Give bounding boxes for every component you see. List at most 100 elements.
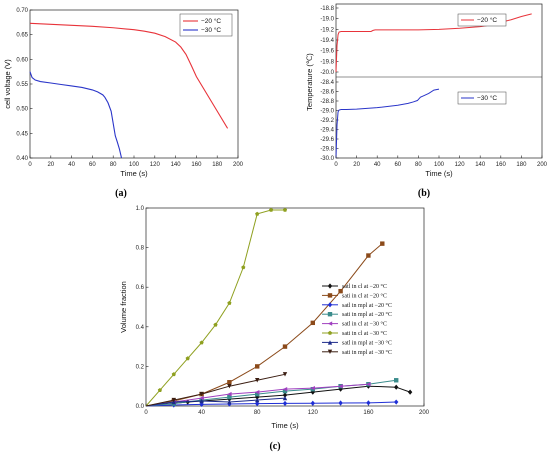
x-tick-label: 0 (28, 162, 32, 168)
series-line-6 (145, 397, 286, 407)
y-tick-label: -29.6 (320, 137, 334, 143)
legend-box (457, 13, 507, 27)
legend-marker (327, 349, 333, 354)
data-point (366, 253, 371, 258)
y-axis-label: Volume fraction (119, 281, 128, 333)
data-point (227, 300, 232, 305)
data-point (227, 384, 232, 389)
legend-marker (327, 312, 333, 317)
x-tick-label: 80 (254, 410, 261, 416)
data-point (199, 340, 204, 345)
y-tick-label: -19.6 (320, 49, 334, 55)
x-tick-label: 80 (110, 162, 117, 168)
chart-b: -18.8 -19.0 -19.2 -19.4 -19.6 -19.8 -20.0 −20 °… (305, 3, 548, 199)
x-tick-label: 120 (150, 162, 161, 168)
y-tick-label: 0.50 (16, 107, 28, 113)
data-point (213, 322, 218, 327)
y-tick-label: -29.8 (320, 147, 334, 153)
data-point (255, 211, 260, 216)
y-tick-label: 0.55 (16, 82, 28, 88)
data-point (310, 400, 315, 406)
y-tick-label: -20.0 (320, 70, 334, 76)
legend-label: −30 °C (477, 94, 497, 102)
data-point (338, 384, 343, 389)
x-tick-label: 180 (516, 162, 527, 168)
data-point (380, 241, 385, 246)
series-5 (145, 207, 288, 407)
data-point (394, 378, 399, 383)
data-point (171, 372, 176, 377)
data-point (255, 378, 260, 383)
x-tick-label: 200 (233, 162, 244, 168)
data-point (282, 395, 288, 401)
data-point (227, 399, 232, 405)
legend-label: sati in mpl at −20 °C (342, 311, 392, 318)
legend-label: satl in cl at −30 °C (342, 321, 387, 328)
y-tick-label: -29.0 (320, 109, 334, 115)
legend-marker (327, 340, 333, 345)
legend-label: sati in cl at −30 °C (342, 330, 387, 337)
data-point (157, 387, 162, 392)
data-point (255, 401, 260, 407)
y-tick-label: -30.0 (320, 156, 334, 162)
data-point (255, 391, 260, 397)
legend-label: sati in mpl at −30 °C (342, 349, 392, 356)
y-tick-label: -29.2 (320, 118, 334, 124)
data-point (338, 288, 343, 294)
data-point (282, 344, 288, 349)
data-point (282, 372, 288, 377)
data-point (269, 207, 274, 212)
data-point (394, 399, 399, 405)
chart-c: 0 40 80 120 160 200 0.0 0.2 0.4 0.6 0.8 1.0 satl in … (119, 206, 430, 452)
x-tick-label: 40 (68, 162, 75, 168)
data-point (241, 265, 246, 270)
x-tick-label: 160 (363, 410, 374, 416)
x-tick-label: 60 (89, 162, 96, 168)
legend-label: satl in mpl at −20 °C (342, 302, 392, 309)
panel-label: (b) (418, 188, 430, 199)
x-tick-label: 180 (212, 162, 223, 168)
y-tick-label: -19.2 (320, 27, 334, 33)
y-tick-label: 0.40 (16, 156, 28, 162)
legend-marker (327, 293, 333, 298)
y-tick-label: 0.2 (136, 364, 145, 370)
x-axis-label: Time (s) (271, 421, 299, 430)
y-tick-label: -28.8 (320, 99, 334, 105)
x-tick-label: 20 (47, 162, 54, 168)
data-point (394, 384, 399, 390)
x-tick-label: 0 (144, 410, 148, 416)
series-line-5 (145, 209, 285, 407)
legend-label: satl in mpl at −30 °C (342, 339, 392, 346)
x-axis-label: Time (s) (120, 169, 148, 178)
data-point (282, 388, 288, 394)
data-point (227, 380, 232, 385)
series-line-2 (145, 401, 397, 407)
data-point (227, 391, 232, 397)
y-tick-label: 0.45 (16, 131, 28, 137)
panel-label: (a) (115, 188, 127, 199)
x-axis-label: Time (s) (425, 169, 453, 178)
legend-marker (327, 283, 333, 289)
legend-marker (327, 330, 333, 335)
y-tick-label: -19.0 (320, 17, 334, 23)
x-tick-label: 60 (394, 162, 401, 168)
series-line-1 (29, 71, 123, 159)
x-tick-label: 100 (434, 162, 445, 168)
legend-label: satl in cl at −20 °C (342, 283, 387, 290)
series-4 (145, 382, 371, 407)
y-tick-label: -19.4 (320, 38, 334, 44)
data-point (282, 400, 288, 407)
x-tick-label: 80 (415, 162, 422, 168)
legend-marker (327, 321, 333, 326)
series-line-7 (145, 373, 286, 407)
legend-box (457, 91, 507, 105)
x-tick-label: 120 (455, 162, 466, 168)
x-tick-label: 140 (171, 162, 182, 168)
legend-marker (327, 302, 333, 308)
x-tick-label: 100 (129, 162, 140, 168)
data-point (255, 389, 260, 395)
y-axis-label: Temperature (℃) (305, 53, 314, 111)
y-tick-label: -19.8 (320, 59, 334, 65)
legend-label: sati in cl at −20 °C (342, 292, 387, 299)
